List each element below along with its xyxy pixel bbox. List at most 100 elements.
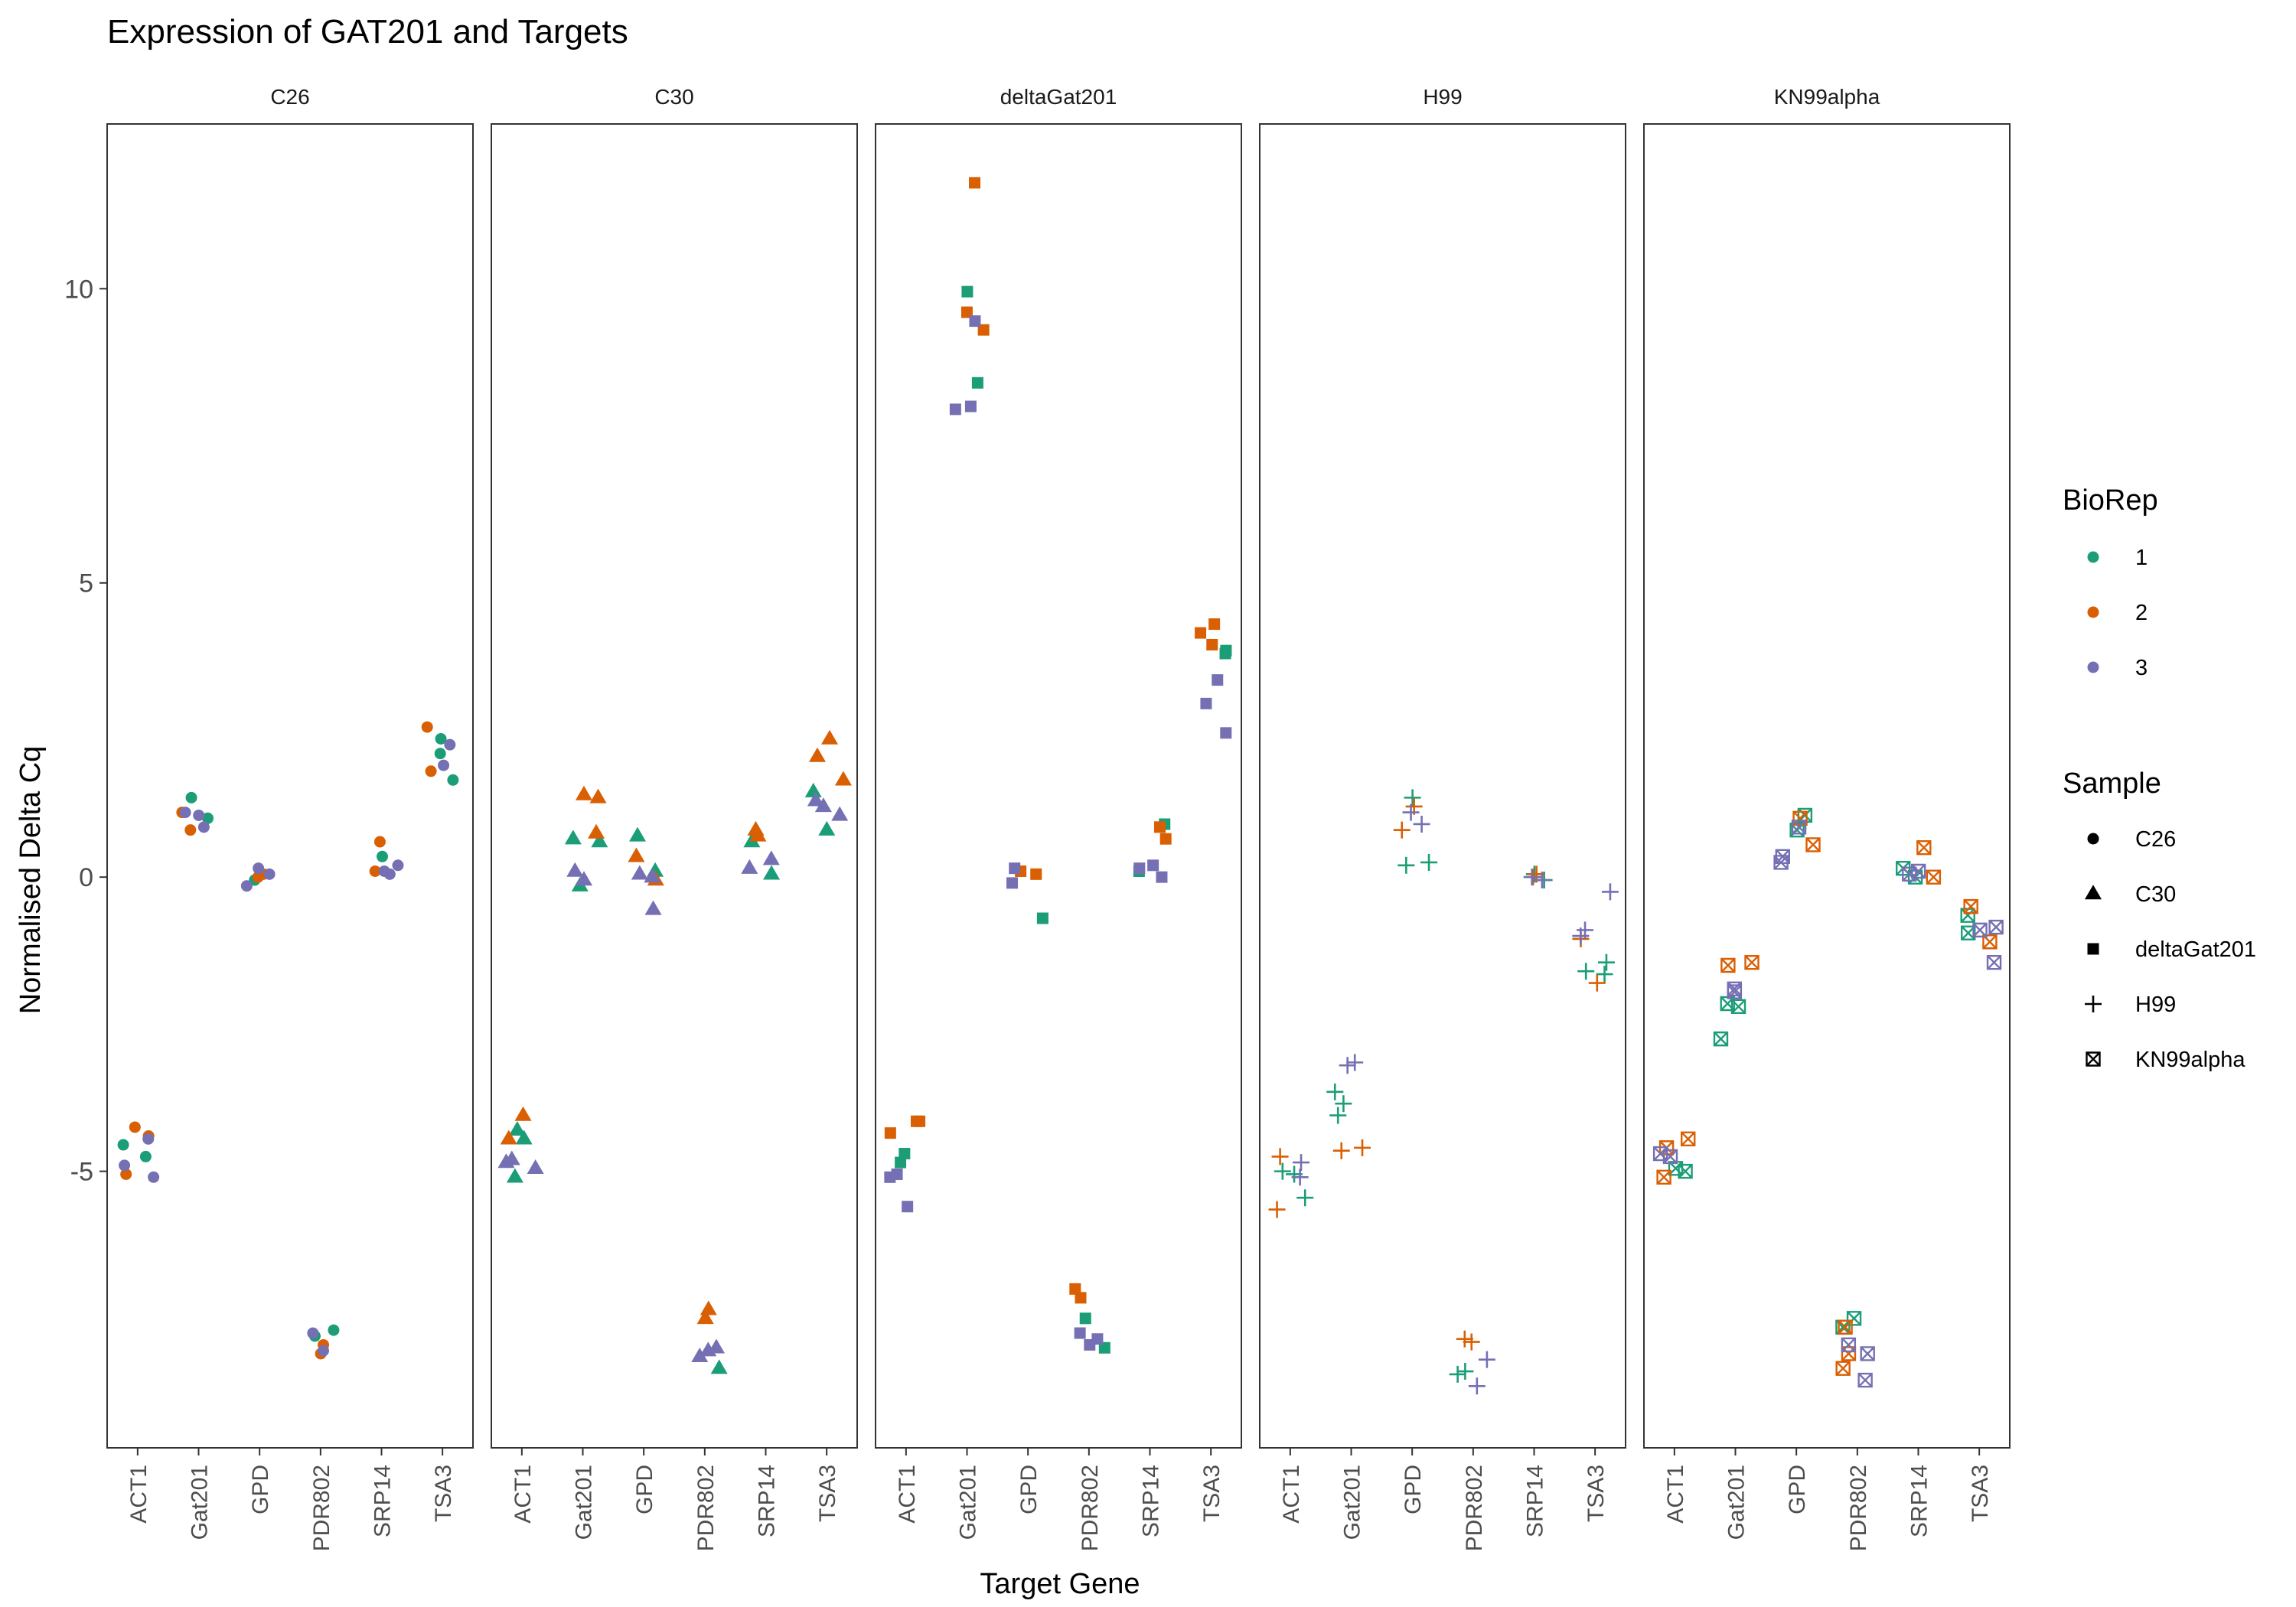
data-point — [508, 1121, 526, 1136]
panel-border — [106, 123, 474, 1449]
data-point — [506, 1168, 523, 1183]
data-point — [1206, 638, 1218, 650]
data-point — [184, 824, 197, 836]
data-point — [1841, 1337, 1857, 1353]
data-point — [588, 823, 605, 839]
data-point — [1572, 927, 1590, 945]
data-point — [1156, 871, 1168, 883]
data-point — [1009, 862, 1021, 875]
data-point — [1098, 1341, 1110, 1354]
data-point — [515, 1129, 533, 1145]
x-tick-label: TSA3 — [1583, 1465, 1609, 1522]
data-point — [961, 285, 974, 298]
data-point — [253, 862, 265, 875]
data-point — [179, 807, 191, 819]
data-point — [969, 177, 981, 189]
data-point — [434, 748, 446, 760]
points — [1268, 789, 1619, 1395]
data-point — [1079, 1312, 1091, 1325]
data-point — [307, 1327, 319, 1339]
data-point — [500, 1129, 517, 1145]
data-point — [820, 729, 839, 745]
data-point — [1069, 1283, 1081, 1295]
data-point — [1200, 697, 1212, 709]
data-point — [696, 1309, 714, 1325]
x-tick-label: Gat201 — [1340, 1465, 1365, 1540]
x-tick-label: GPD — [1016, 1465, 1042, 1514]
data-point — [628, 847, 645, 862]
data-point — [1857, 1372, 1873, 1388]
y-axis: -5 0 5 10 — [64, 275, 107, 1187]
y-tick-label: -5 — [70, 1158, 93, 1187]
legend-key-biorep — [2087, 551, 2099, 563]
data-point — [1656, 1169, 1671, 1185]
data-point — [1478, 1351, 1495, 1368]
x-tick-label: GPD — [632, 1465, 657, 1514]
data-point — [1346, 1054, 1364, 1071]
data-point — [193, 809, 205, 821]
data-point — [1274, 1162, 1291, 1180]
panel-kn99alpha: KN99alpha ACT1 Gat201 GPD PDR802 SRP14 TSA3 — [1643, 85, 2011, 1551]
strip-label: H99 — [1423, 85, 1462, 109]
chart-title: Expression of GAT201 and Targets — [107, 13, 628, 51]
data-point — [1271, 1148, 1289, 1165]
data-point — [503, 1150, 520, 1165]
data-point — [1449, 1365, 1466, 1383]
data-point — [1393, 821, 1411, 839]
x-tick-label: ACT1 — [895, 1465, 920, 1524]
x-tick-label: PDR802 — [309, 1465, 334, 1551]
points — [497, 729, 852, 1374]
data-point — [252, 871, 264, 883]
data-point — [369, 865, 381, 877]
data-point — [1916, 840, 1932, 856]
data-point — [818, 820, 836, 836]
data-point — [1456, 1363, 1474, 1380]
strip-label: deltaGat201 — [1000, 85, 1117, 109]
data-point — [1662, 1149, 1678, 1165]
data-point — [891, 1168, 903, 1180]
data-point — [1220, 727, 1232, 739]
x-tick-label: PDR802 — [1078, 1465, 1103, 1551]
data-point — [910, 1115, 922, 1127]
legend-key-biorep — [2087, 661, 2099, 673]
data-point — [807, 791, 824, 807]
legend-key-sample — [2087, 943, 2099, 955]
data-point — [1159, 833, 1172, 845]
y-tick-label: 10 — [64, 275, 93, 304]
data-point — [1219, 647, 1231, 660]
y-tick-label: 5 — [79, 569, 93, 598]
data-point — [1402, 804, 1420, 821]
x-tick-label: Gat201 — [188, 1465, 213, 1540]
data-point — [644, 868, 661, 883]
legend-key-biorep — [2087, 606, 2099, 618]
data-point — [1335, 1095, 1352, 1113]
data-point — [197, 821, 210, 833]
data-point — [1963, 898, 1978, 914]
data-point — [899, 1148, 911, 1160]
data-point — [120, 1168, 132, 1180]
data-point — [1468, 1377, 1486, 1395]
data-point — [804, 782, 822, 797]
facet-panels: C26 ACT1 Gat201 GPD PDR802 SRP14 TSA3 C30 ACT1 Ga… — [106, 85, 2011, 1551]
data-point — [1972, 922, 1988, 938]
data-point — [1268, 1201, 1286, 1218]
data-point — [628, 826, 647, 842]
data-point — [1860, 1346, 1875, 1361]
strip-label: C30 — [654, 85, 693, 109]
legend-title-sample: Sample — [2063, 768, 2161, 800]
x-axis-title: Target Gene — [980, 1568, 1140, 1600]
data-point — [949, 403, 961, 416]
x-tick-label: PDR802 — [1462, 1465, 1487, 1551]
data-point — [1838, 1319, 1853, 1335]
data-point — [421, 721, 433, 733]
data-point — [1926, 869, 1942, 885]
strip-label: C26 — [270, 85, 309, 109]
x-tick-label: Gat201 — [1724, 1465, 1750, 1540]
data-point — [1596, 966, 1613, 983]
data-point — [814, 797, 832, 813]
data-point — [1212, 674, 1224, 686]
data-point — [1681, 1131, 1696, 1147]
x-tick-label: Gat201 — [956, 1465, 981, 1540]
legend-key-sample — [2086, 1051, 2101, 1067]
legend-label-sample: H99 — [2135, 993, 2176, 1017]
